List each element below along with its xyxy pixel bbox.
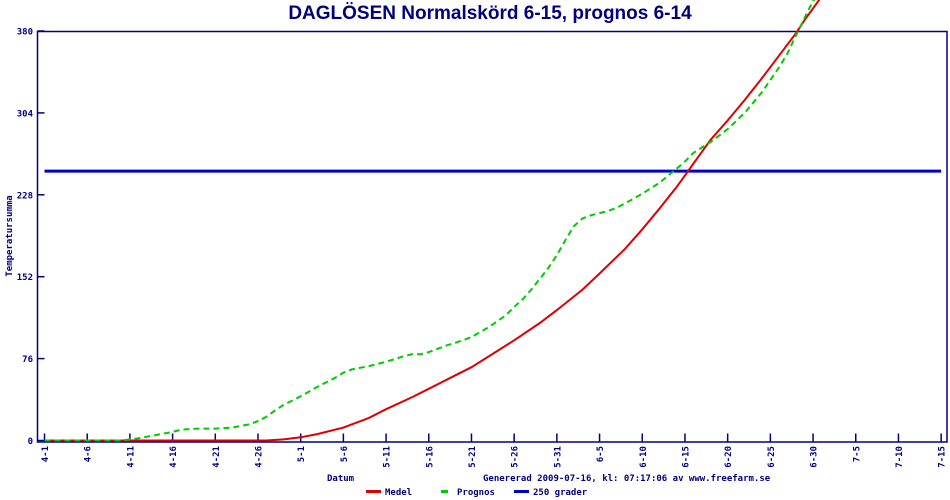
- x-tick-label: 7-10: [895, 446, 905, 468]
- y-tick-label: 152: [17, 273, 33, 283]
- legend: Medel Prognos 250 grader: [366, 488, 588, 498]
- x-axis: 4-1 4-6 4-11 4-16 4-21 4-26 5-1 5-6 5-11 5-16 5-21…: [41, 433, 948, 468]
- series-prognos: [44, 0, 816, 442]
- x-tick-label: 4-11: [126, 446, 136, 468]
- x-tick-label: 5-6: [340, 446, 350, 462]
- legend-item-reference: 250 grader: [514, 488, 588, 498]
- x-tick-label: 5-31: [553, 446, 563, 468]
- x-tick-label: 7-5: [852, 446, 862, 462]
- legend-item-prognos: Prognos: [441, 488, 495, 498]
- series-medel: [44, 0, 821, 442]
- x-tick-label: 7-15: [938, 446, 948, 468]
- x-tick-label: 4-16: [169, 446, 179, 468]
- chart-title: DAGLÖSEN Normalskörd 6-15, prognos 6-14: [288, 3, 692, 24]
- y-tick-label: 76: [22, 355, 33, 365]
- y-tick-label: 380: [17, 28, 33, 38]
- x-tick-label: 6-15: [681, 446, 691, 468]
- legend-label-prognos: Prognos: [457, 488, 495, 498]
- x-tick-label: 6-25: [767, 446, 777, 468]
- x-tick-label: 4-1: [41, 446, 51, 462]
- generated-timestamp: Genererad 2009-07-16, kl: 07:17:06 av ww…: [483, 474, 771, 484]
- x-tick-label: 6-20: [724, 446, 734, 468]
- x-tick-label: 4-21: [212, 446, 222, 468]
- y-tick-label: 228: [17, 191, 33, 201]
- x-tick-label: 5-11: [383, 446, 393, 468]
- x-tick-label: 4-6: [84, 446, 94, 462]
- x-tick-label: 5-26: [511, 446, 521, 468]
- y-tick-label: 0: [28, 437, 33, 447]
- x-axis-label: Datum: [327, 474, 355, 484]
- x-tick-label: 6-10: [639, 446, 649, 468]
- x-tick-label: 5-16: [425, 446, 435, 468]
- y-tick-label: 304: [17, 109, 34, 119]
- x-tick-label: 6-5: [596, 446, 606, 462]
- legend-label-medel: Medel: [385, 488, 412, 498]
- x-tick-label: 6-30: [810, 446, 820, 468]
- y-axis-label: Temperatursumma: [5, 195, 15, 276]
- plot-border: [36, 30, 948, 443]
- series-layer: [44, 0, 942, 442]
- x-tick-label: 4-26: [254, 446, 264, 468]
- legend-item-medel: Medel: [366, 488, 412, 498]
- x-tick-label: 5-21: [468, 446, 478, 468]
- legend-label-reference: 250 grader: [533, 488, 588, 498]
- y-axis: 0 76 152 228 304 380: [17, 28, 45, 447]
- x-tick-label: 5-1: [297, 446, 307, 462]
